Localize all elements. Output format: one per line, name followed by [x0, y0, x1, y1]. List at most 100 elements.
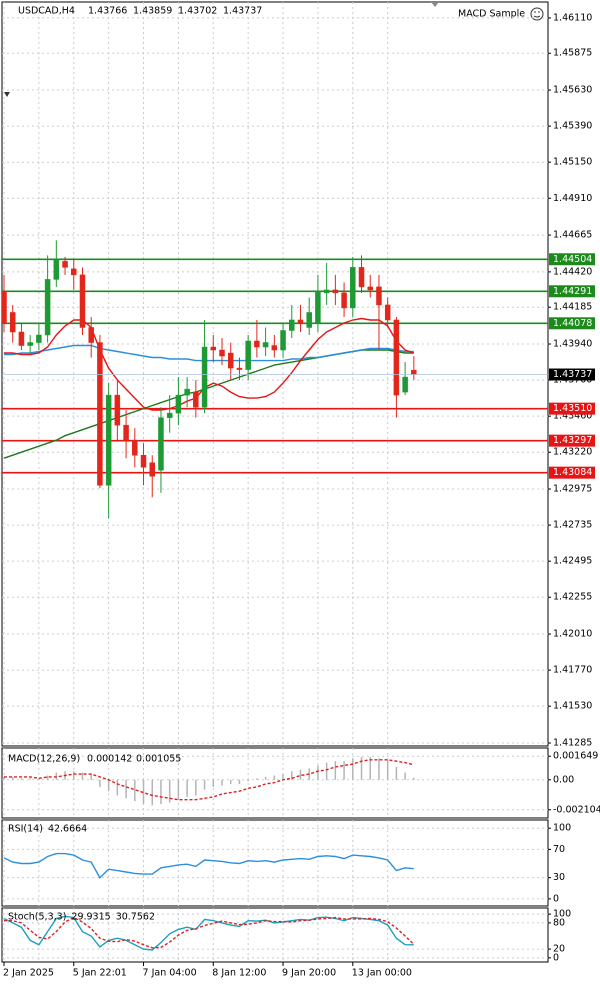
candle-body	[306, 312, 312, 328]
candle-body	[227, 352, 234, 369]
candle-body	[193, 391, 199, 408]
y-tick-label: 1.42010	[553, 629, 592, 640]
y-tick-label: 1.43220	[553, 447, 592, 458]
header-value: 1.43737	[223, 6, 262, 17]
x-tick-label: 8 Jan 12:00	[212, 968, 266, 979]
candle-body	[184, 388, 190, 396]
candle-body	[289, 319, 295, 331]
candle-body	[123, 424, 129, 441]
main-panel	[1, 1, 549, 747]
level-label: 1.43084	[553, 467, 592, 478]
level-label: 1.43510	[553, 403, 592, 414]
candle-body	[105, 394, 112, 486]
candle-body	[140, 454, 147, 468]
y-tick-label: 1.44420	[553, 266, 592, 277]
expert-icon-eye	[538, 11, 540, 13]
candle-body	[358, 267, 365, 288]
candle-body	[114, 394, 121, 426]
y-tick-label: 1.44665	[553, 230, 592, 241]
candle-body	[271, 345, 278, 351]
y-tick-label: 1.44185	[553, 302, 592, 313]
indicator-value: 42.6664	[48, 824, 87, 835]
candle-body	[236, 367, 243, 370]
candle-body	[254, 340, 260, 348]
level-tag	[549, 434, 595, 447]
price-tag	[549, 368, 595, 381]
candle-body	[411, 369, 417, 375]
mark-layer	[1, 240, 548, 951]
y-tick-label: 100	[553, 823, 571, 834]
signal-line	[4, 759, 414, 801]
indicator-title: MACD(12,26,9)	[8, 754, 80, 765]
expert-icon[interactable]	[530, 7, 544, 21]
x-tick-label: 9 Jan 20:00	[282, 968, 336, 979]
candle-body	[88, 327, 94, 343]
y-tick-label: 70	[553, 844, 565, 855]
y-tick-label: 1.42495	[553, 556, 592, 567]
candle-body	[280, 330, 286, 351]
indicator-value: 29.9315	[71, 912, 110, 923]
level-label: 1.44504	[553, 254, 592, 265]
y-tick-label: 1.41285	[553, 737, 592, 748]
indicator-line	[3, 852, 414, 879]
shift-marker	[431, 2, 439, 7]
symbol-title: USDCAD,H4	[18, 6, 75, 17]
expert-icon-mouth	[533, 15, 541, 18]
y-tick-label: 1.45150	[553, 157, 592, 168]
y-tick-label: 100	[553, 909, 571, 920]
label-layer: 1.46110 1.45875 1.45630 1.45390 1.45150 1.449…	[3, 6, 600, 979]
candle-body	[132, 439, 138, 456]
y-tick-label: 0.00	[553, 774, 574, 785]
level-label: 1.44291	[553, 286, 592, 297]
indicator-value: 30.7562	[116, 912, 155, 923]
y-tick-label: 0	[553, 893, 559, 904]
candle-body	[332, 289, 339, 294]
x-tick-label: 2 Jan 2025	[3, 968, 54, 979]
level-label: 1.43297	[553, 435, 592, 446]
indicator-value: 0.000142	[87, 754, 132, 765]
candle-body	[201, 346, 208, 408]
header-value: 1.43702	[178, 6, 217, 17]
y-tick-label: 1.45875	[553, 48, 592, 59]
scroll-marker	[4, 92, 10, 97]
y-tick-label: -0.002104	[553, 804, 600, 815]
indicator-line	[3, 915, 414, 951]
rsi-panel	[1, 819, 549, 907]
macd-panel	[1, 747, 549, 819]
grid-layer	[2, 2, 551, 966]
x-tick-label: 5 Jan 22:01	[73, 968, 127, 979]
level-tag	[549, 285, 595, 298]
candle-body	[79, 274, 86, 328]
candle-body	[210, 346, 217, 351]
indicator-line	[4, 916, 415, 949]
indicator-value: 0.001055	[136, 754, 181, 765]
x-tick-label: 7 Jan 04:00	[143, 968, 197, 979]
stoch-panel	[1, 907, 549, 963]
candle-body	[1, 291, 7, 324]
indicator-title: Stoch(5,3,3)	[8, 912, 66, 923]
y-tick-label: 0	[553, 952, 559, 963]
expert-icon-eye	[534, 11, 536, 13]
y-tick-label: 1.45630	[553, 85, 592, 96]
y-tick-label: 1.41770	[553, 665, 592, 676]
y-tick-label: 1.46110	[553, 12, 592, 23]
candle-body	[44, 279, 51, 336]
y-tick-label: 80	[553, 917, 565, 928]
candle-body	[158, 417, 164, 471]
candle-body	[315, 291, 321, 324]
candle-body	[71, 268, 77, 276]
moving-average	[4, 317, 415, 411]
level-label: 1.44078	[553, 318, 592, 329]
candle-body	[341, 292, 347, 309]
y-tick-label: 1.43940	[553, 339, 592, 350]
header-value: 1.43859	[133, 6, 172, 17]
candle-body	[166, 412, 173, 418]
y-tick-label: 30	[553, 872, 565, 883]
indicator-title: RSI(14)	[8, 824, 43, 835]
candle-body	[323, 289, 330, 294]
candle-body	[402, 376, 408, 393]
moving-average	[3, 349, 414, 459]
candle-body	[9, 312, 16, 333]
